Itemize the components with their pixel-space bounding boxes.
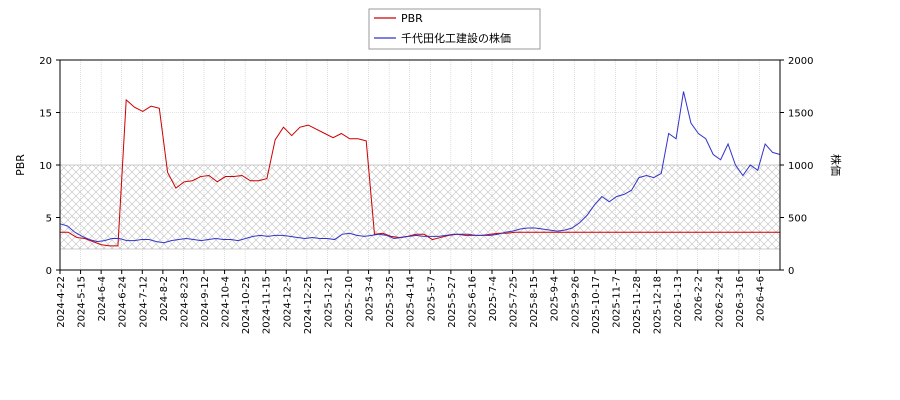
series-line-pbr: [60, 98, 780, 247]
right-axis: 0 500 1000 1500 2000: [780, 56, 813, 277]
left-tick-label: 10: [39, 161, 52, 172]
x-tick-label: 2024-8-23: [179, 276, 190, 328]
x-tick-label: 2025-5-7: [426, 276, 437, 321]
right-tick-label: 2000: [788, 56, 813, 67]
x-tick-label: 2025-3-4: [365, 276, 376, 321]
x-tick-label: 2025-9-4: [550, 276, 561, 321]
x-tick-label: 2025-7-4: [488, 276, 499, 321]
x-tick-label: 2025-8-15: [529, 276, 540, 328]
x-tick-label: 2026-3-16: [735, 276, 746, 328]
x-tick-label: 2024-6-4: [97, 276, 108, 321]
x-tick-label: 2025-9-26: [570, 276, 581, 328]
x-tick-label: 2026-4-6: [755, 276, 766, 321]
x-tick-label: 2024-7-12: [138, 276, 149, 328]
x-tick-label: 2025-2-10: [344, 276, 355, 328]
left-axis: 0 5 10 15 20: [39, 56, 60, 277]
left-axis-title: PBR: [14, 154, 27, 176]
left-tick-label: 5: [46, 214, 52, 225]
x-tick-label: 2024-5-15: [77, 276, 88, 328]
x-tick-label: 2024-6-24: [118, 276, 129, 328]
hatched-band: [59, 164, 781, 250]
legend-label-stock-price: 千代田化工建設の株価: [401, 31, 511, 45]
x-tick-label: 2024-10-4: [221, 276, 232, 328]
right-tick-label: 0: [788, 266, 794, 277]
right-tick-label: 1500: [788, 109, 813, 120]
x-tick-label: 2026-2-2: [694, 276, 705, 321]
x-tick-label: 2024-10-25: [241, 276, 252, 334]
right-tick-label: 1000: [788, 161, 813, 172]
left-tick-label: 15: [39, 109, 52, 120]
x-tick-label: 2024-11-15: [262, 276, 273, 334]
right-axis-title: 株価: [829, 154, 843, 176]
legend-box: [368, 8, 541, 50]
x-tick-label: 2024-8-2: [159, 276, 170, 321]
x-tick-label: 2024-12-25: [303, 276, 314, 334]
x-tick-label: 2025-10-17: [591, 276, 602, 334]
series-layer: [59, 91, 781, 247]
left-tick-label: 0: [46, 266, 52, 277]
legend-label-pbr: PBR: [401, 12, 423, 25]
legend: PBR 千代田化工建設の株価: [368, 8, 541, 50]
right-tick-label: 500: [788, 214, 807, 225]
x-tick-label: 2025-11-7: [611, 276, 622, 328]
x-tick-label: 2026-2-24: [714, 276, 725, 328]
x-axis: 2024-4-22 2024-5-15 2024-6-4 2024-6-24 2024-…: [56, 270, 766, 334]
x-tick-label: 2026-1-13: [673, 276, 684, 328]
series-line-stock-price: [59, 91, 781, 244]
x-tick-label: 2024-4-22: [56, 276, 67, 328]
left-tick-label: 20: [39, 56, 52, 67]
x-tick-label: 2025-6-16: [467, 276, 478, 328]
x-tick-label: 2025-3-25: [385, 276, 396, 328]
x-tick-label: 2025-12-18: [653, 276, 664, 334]
x-tick-label: 2025-1-21: [323, 276, 334, 328]
x-tick-label: 2024-9-12: [200, 276, 211, 328]
x-tick-label: 2025-7-25: [509, 276, 520, 328]
x-tick-label: 2025-11-28: [632, 276, 643, 334]
x-tick-label: 2025-5-27: [447, 276, 458, 328]
x-tick-label: 2025-4-14: [406, 276, 417, 328]
x-tick-label: 2024-12-5: [282, 276, 293, 328]
